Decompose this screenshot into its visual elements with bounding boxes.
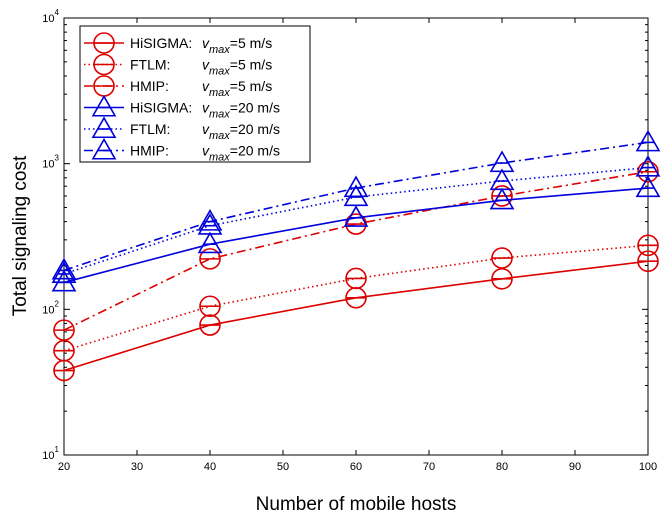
y-tick-base: 10 bbox=[42, 450, 54, 462]
y-tick-label: 104 bbox=[42, 8, 59, 25]
legend-vmax-equals: = bbox=[230, 78, 238, 94]
legend-series-name: HiSIGMA: bbox=[130, 100, 192, 116]
x-tick-label: 100 bbox=[639, 461, 657, 473]
legend-vmax-value: 5 m/s bbox=[238, 35, 272, 51]
data-point bbox=[197, 213, 223, 235]
legend-max-subscript: max bbox=[209, 87, 230, 99]
legend-vmax-equals: = bbox=[230, 121, 238, 137]
y-axis-title: Total signaling cost bbox=[10, 155, 31, 316]
legend-vmax-value: 20 m/s bbox=[238, 121, 280, 137]
legend-vmax-value: 20 m/s bbox=[238, 143, 280, 159]
data-point bbox=[635, 154, 661, 177]
x-tick-label: 20 bbox=[58, 461, 70, 473]
legend-vmax-value: 5 m/s bbox=[238, 78, 272, 94]
x-axis-title: Number of mobile hosts bbox=[256, 494, 457, 515]
legend-series-name: HMIP: bbox=[130, 78, 169, 94]
legend-max-subscript: max bbox=[209, 44, 230, 56]
y-tick-exponent: 3 bbox=[55, 154, 60, 163]
legend-vmax: vmax=20 m/s bbox=[202, 143, 280, 164]
data-point bbox=[51, 269, 77, 292]
data-point bbox=[197, 209, 223, 231]
data-point bbox=[489, 168, 515, 191]
y-tick-base: 10 bbox=[42, 159, 54, 171]
y-tick-exponent: 1 bbox=[55, 445, 60, 454]
legend-max-subscript: max bbox=[209, 130, 230, 142]
data-point bbox=[489, 187, 515, 210]
y-tick-base: 10 bbox=[42, 304, 54, 316]
legend-entry: FTLM: vmax=5 m/s bbox=[84, 53, 272, 78]
y-tick-label: 103 bbox=[42, 154, 59, 171]
legend-vmax: vmax=5 m/s bbox=[202, 78, 272, 99]
x-tick-label: 60 bbox=[350, 461, 362, 473]
legend-vmax-equals: = bbox=[230, 143, 238, 159]
legend-v-symbol: v bbox=[202, 121, 210, 137]
legend-vmax-equals: = bbox=[230, 35, 238, 51]
x-tick-label: 40 bbox=[204, 461, 216, 473]
y-tick-label: 102 bbox=[42, 299, 59, 316]
legend-vmax: vmax=5 m/s bbox=[202, 35, 272, 56]
data-point bbox=[343, 175, 369, 198]
legend-series-name: FTLM: bbox=[130, 121, 170, 137]
x-tick-label: 90 bbox=[569, 461, 581, 473]
legend-v-symbol: v bbox=[202, 57, 210, 73]
legend-series-name: FTLM: bbox=[130, 57, 170, 73]
legend-box bbox=[79, 25, 311, 163]
legend-marker bbox=[91, 94, 117, 117]
legend-max-subscript: max bbox=[209, 109, 230, 121]
series-5 bbox=[51, 129, 661, 280]
legend-entry: HiSIGMA: vmax=20 m/s bbox=[84, 94, 280, 121]
legend-max-subscript: max bbox=[209, 152, 230, 164]
data-point bbox=[51, 257, 77, 280]
legend-v-symbol: v bbox=[202, 35, 210, 51]
x-tick-label: 70 bbox=[423, 461, 435, 473]
y-tick-label: 101 bbox=[42, 445, 59, 462]
legend-series-name: HiSIGMA: bbox=[130, 35, 192, 51]
legend-series-name: HMIP: bbox=[130, 143, 169, 159]
x-axis-ticks: 20 30 40 50 60 70 80 90 100 bbox=[58, 18, 657, 473]
legend-vmax-equals: = bbox=[230, 100, 238, 116]
data-point bbox=[635, 175, 661, 198]
y-tick-base: 10 bbox=[42, 13, 54, 25]
legend-entry: HMIP: vmax=5 m/s bbox=[84, 75, 272, 99]
data-point bbox=[197, 231, 223, 254]
y-tick-exponent: 4 bbox=[55, 8, 60, 17]
legend-v-symbol: v bbox=[202, 143, 210, 159]
legend-v-symbol: v bbox=[202, 100, 210, 116]
data-point bbox=[635, 129, 661, 152]
legend-entry: FTLM: vmax=20 m/s bbox=[84, 116, 280, 142]
data-point bbox=[51, 261, 77, 283]
legend-vmax-value: 20 m/s bbox=[238, 100, 280, 116]
legend-vmax-value: 5 m/s bbox=[238, 57, 272, 73]
legend-max-subscript: max bbox=[209, 66, 230, 78]
legend-entry: HiSIGMA: vmax=5 m/s bbox=[84, 32, 272, 56]
legend-marker bbox=[91, 137, 117, 160]
legend-vmax: vmax=20 m/s bbox=[202, 121, 280, 142]
legend-marker bbox=[91, 116, 117, 139]
x-tick-label: 80 bbox=[496, 461, 508, 473]
series-layer bbox=[51, 129, 661, 382]
y-tick-exponent: 2 bbox=[55, 299, 60, 308]
legend-entry: HMIP: vmax=20 m/s bbox=[84, 137, 280, 164]
legend-vmax-equals: = bbox=[230, 57, 238, 73]
x-tick-label: 50 bbox=[277, 461, 289, 473]
data-point bbox=[489, 150, 515, 173]
legend-vmax: vmax=5 m/s bbox=[202, 57, 272, 78]
legend-v-symbol: v bbox=[202, 78, 210, 94]
data-point bbox=[343, 205, 369, 227]
x-tick-label: 30 bbox=[131, 461, 143, 473]
legend-vmax: vmax=20 m/s bbox=[202, 100, 280, 121]
series-line bbox=[63, 141, 649, 272]
series-1 bbox=[53, 234, 659, 362]
